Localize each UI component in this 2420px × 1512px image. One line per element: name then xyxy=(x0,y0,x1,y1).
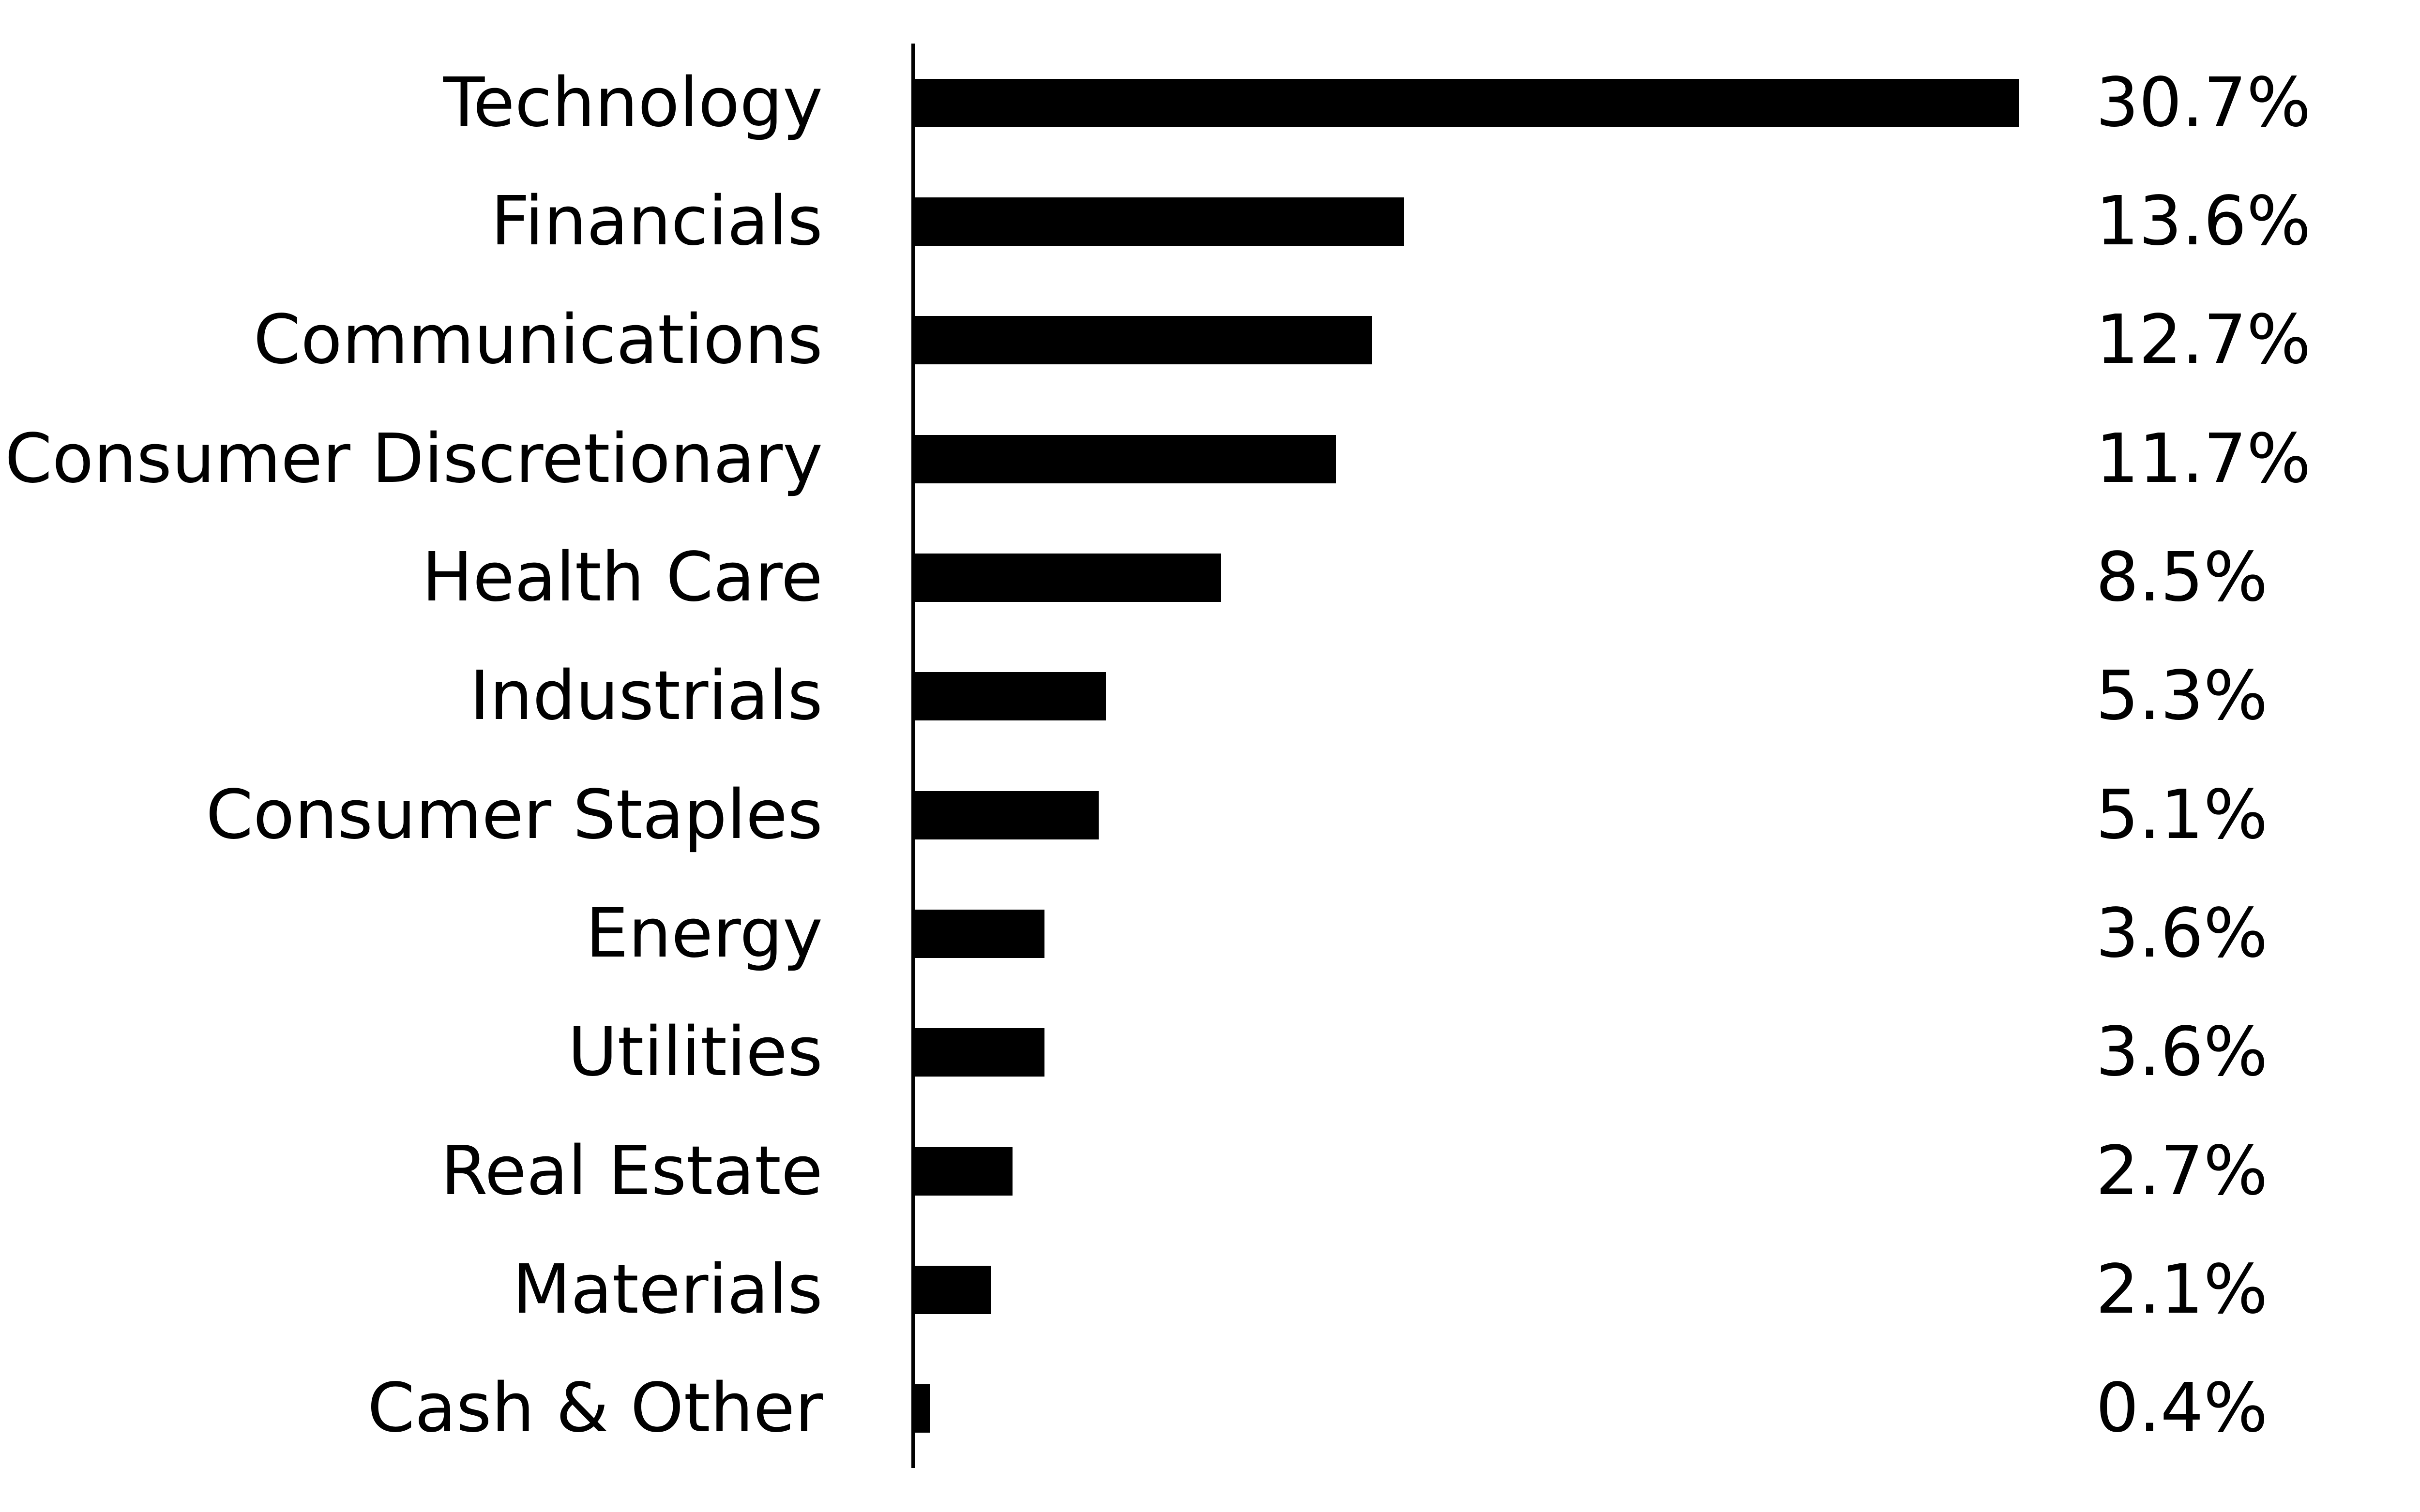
value-label: 30.7% xyxy=(2096,63,2311,142)
bar xyxy=(915,1384,930,1433)
value-label: 11.7% xyxy=(2096,419,2311,498)
chart-row: Communications 12.7% xyxy=(0,281,2420,400)
chart-row: Technology 30.7% xyxy=(0,44,2420,162)
category-label: Energy xyxy=(585,894,823,973)
chart-row: Materials 2.1% xyxy=(0,1230,2420,1349)
value-label: 0.4% xyxy=(2096,1369,2268,1448)
bar xyxy=(915,316,1372,365)
bar xyxy=(915,672,1106,721)
value-label: 5.1% xyxy=(2096,775,2268,854)
category-label: Real Estate xyxy=(440,1131,823,1211)
category-label: Materials xyxy=(512,1250,823,1329)
category-label: Utilities xyxy=(568,1013,823,1092)
category-label: Consumer Discretionary xyxy=(5,419,823,498)
chart-row: Industrials 5.3% xyxy=(0,637,2420,756)
chart-row: Financials 13.6% xyxy=(0,162,2420,281)
category-label: Industrials xyxy=(469,657,823,736)
bar xyxy=(915,1147,1013,1196)
bar xyxy=(915,78,2019,127)
value-label: 8.5% xyxy=(2096,538,2268,617)
chart-row: Utilities 3.6% xyxy=(0,993,2420,1112)
value-label: 2.7% xyxy=(2096,1131,2268,1211)
bar xyxy=(915,1028,1044,1077)
chart-row: Consumer Discretionary 11.7% xyxy=(0,400,2420,518)
bar xyxy=(915,909,1044,958)
category-label: Cash & Other xyxy=(367,1369,823,1448)
value-label: 5.3% xyxy=(2096,657,2268,736)
chart-row: Consumer Staples 5.1% xyxy=(0,756,2420,874)
category-label: Health Care xyxy=(422,538,823,617)
value-label: 3.6% xyxy=(2096,1013,2268,1092)
bar xyxy=(915,434,1336,483)
category-label: Communications xyxy=(253,300,823,380)
bar xyxy=(915,1265,991,1314)
category-label: Technology xyxy=(443,63,823,142)
category-label: Consumer Staples xyxy=(206,775,823,854)
chart-row: Cash & Other 0.4% xyxy=(0,1349,2420,1468)
chart-rows: Technology 30.7% Financials 13.6% Communicat… xyxy=(0,44,2420,1468)
category-label: Financials xyxy=(491,181,823,261)
value-label: 13.6% xyxy=(2096,181,2311,261)
value-label: 12.7% xyxy=(2096,300,2311,380)
chart-row: Energy 3.6% xyxy=(0,874,2420,993)
bar xyxy=(915,197,1404,246)
value-label: 3.6% xyxy=(2096,894,2268,973)
value-label: 2.1% xyxy=(2096,1250,2268,1329)
chart-row: Real Estate 2.7% xyxy=(0,1112,2420,1230)
y-axis-line xyxy=(911,44,915,1468)
bar xyxy=(915,553,1221,602)
chart-row: Health Care 8.5% xyxy=(0,518,2420,637)
bar xyxy=(915,791,1099,839)
